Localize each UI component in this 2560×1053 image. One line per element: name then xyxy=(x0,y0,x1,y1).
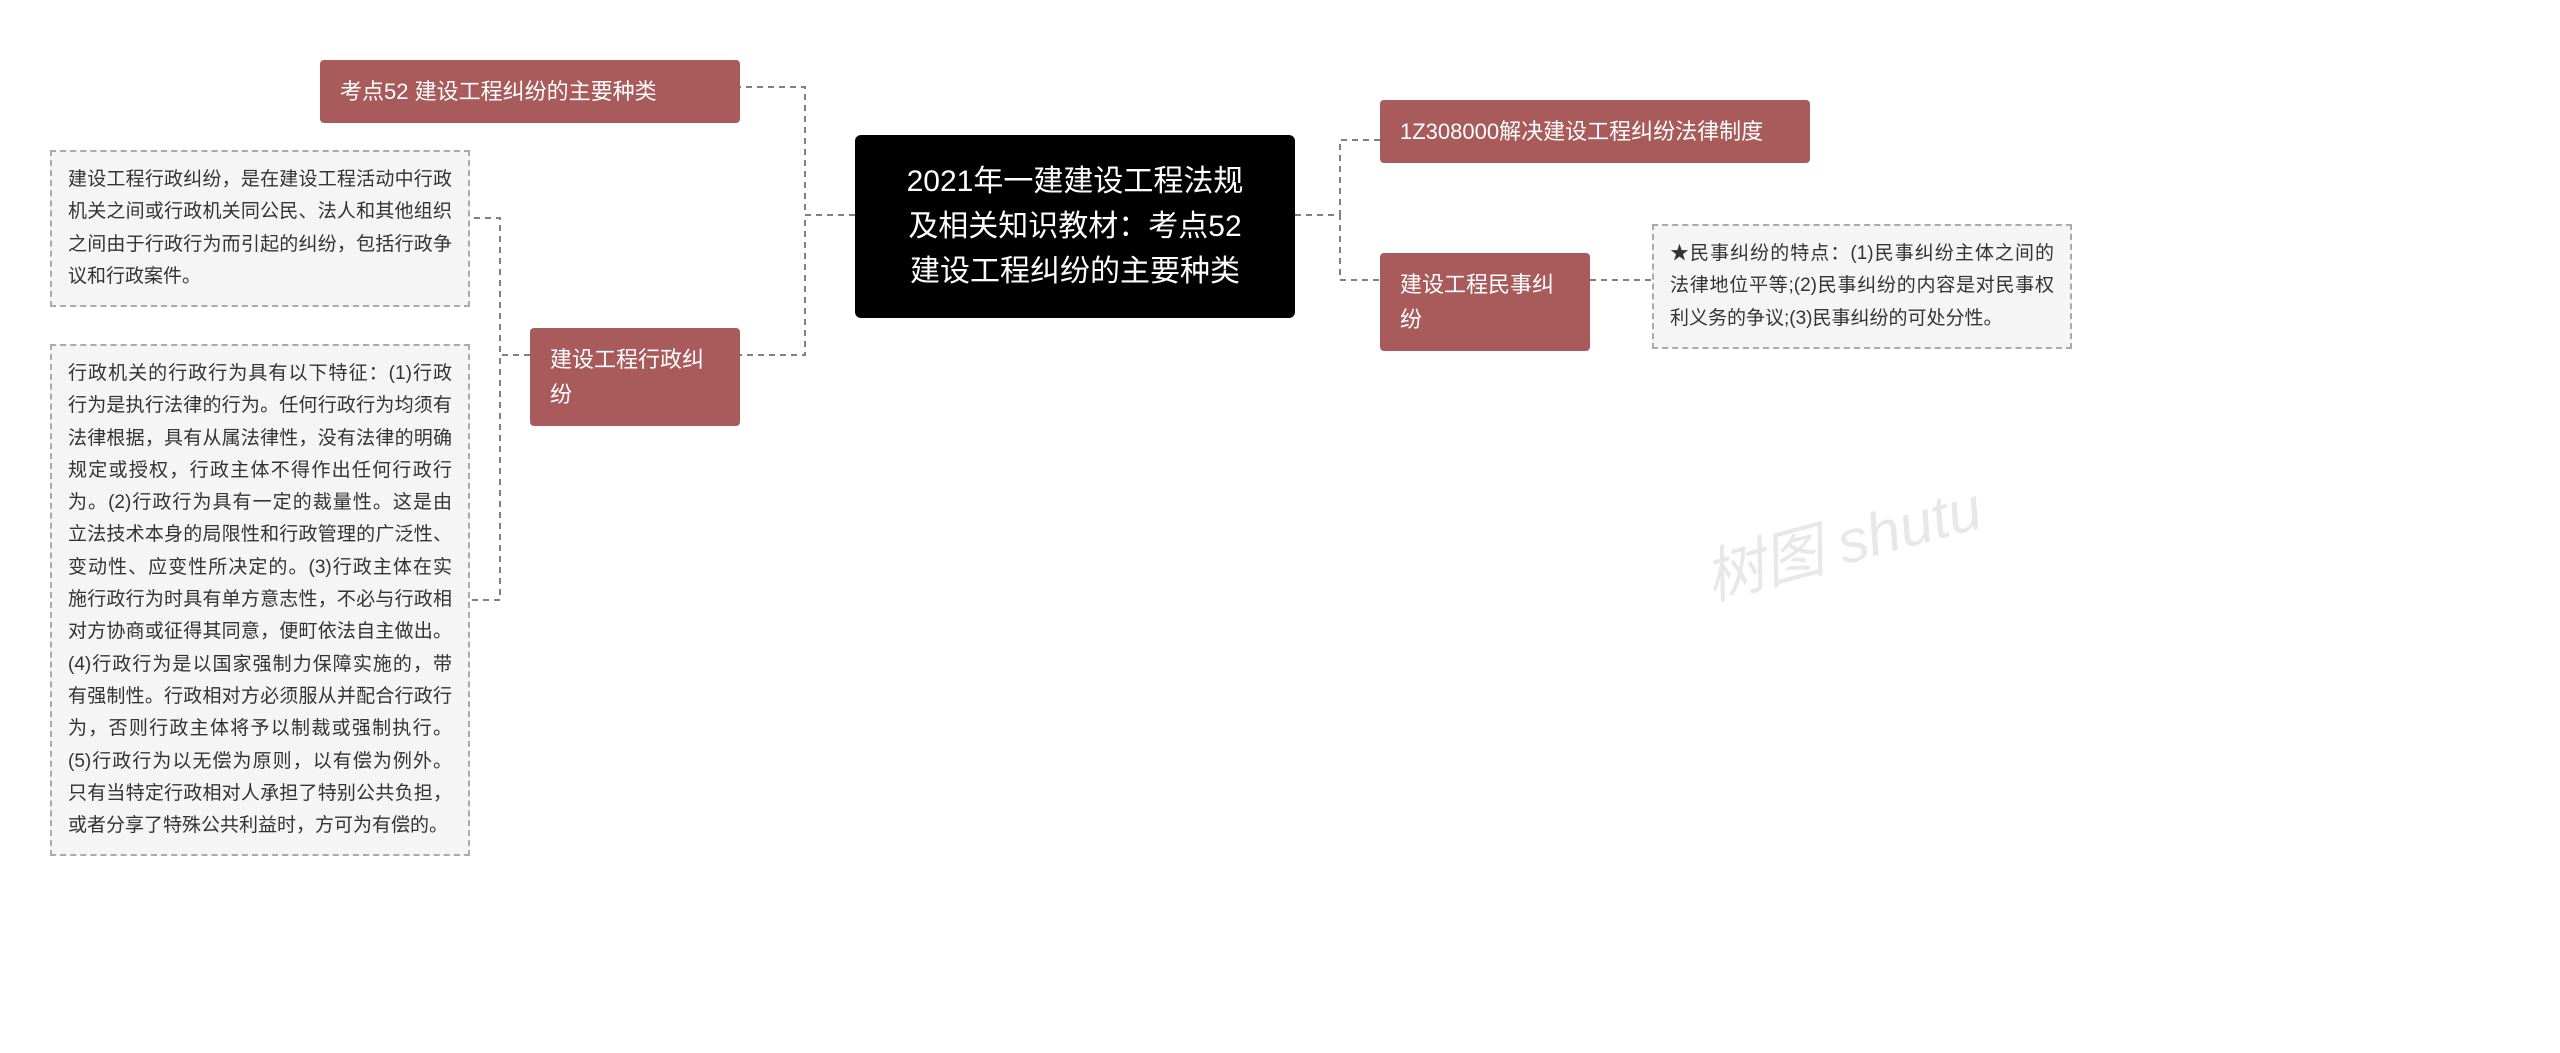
category-topic52: 考点52 建设工程纠纷的主要种类 xyxy=(320,60,740,123)
detail-civil-1: ★民事纠纷的特点：(1)民事纠纷主体之间的法律地位平等;(2)民事纠纷的内容是对… xyxy=(1652,224,2072,349)
category-civil-dispute-label: 建设工程民事纠纷 xyxy=(1400,272,1554,332)
detail-admin-2-text: 行政机关的行政行为具有以下特征：(1)行政行为是执行法律的行为。任何行政行为均须… xyxy=(68,363,452,836)
detail-civil-1-text: ★民事纠纷的特点：(1)民事纠纷主体之间的法律地位平等;(2)民事纠纷的内容是对… xyxy=(1670,243,2054,329)
category-civil-dispute: 建设工程民事纠纷 xyxy=(1380,253,1590,351)
category-admin-dispute-label: 建设工程行政纠纷 xyxy=(550,347,704,407)
detail-admin-1: 建设工程行政纠纷，是在建设工程活动中行政机关之间或行政机关同公民、法人和其他组织… xyxy=(50,150,470,307)
center-text: 2021年一建建设工程法规 及相关知识教材：考点52 建设工程纠纷的主要种类 xyxy=(907,165,1244,288)
detail-admin-1-text: 建设工程行政纠纷，是在建设工程活动中行政机关之间或行政机关同公民、法人和其他组织… xyxy=(68,169,452,287)
detail-admin-2: 行政机关的行政行为具有以下特征：(1)行政行为是执行法律的行为。任何行政行为均须… xyxy=(50,344,470,856)
category-legal-system-label: 1Z308000解决建设工程纠纷法律制度 xyxy=(1400,119,1763,144)
watermark-3: 树图 shutu xyxy=(1694,460,1990,617)
category-admin-dispute: 建设工程行政纠纷 xyxy=(530,328,740,426)
center-node: 2021年一建建设工程法规 及相关知识教材：考点52 建设工程纠纷的主要种类 xyxy=(855,135,1295,318)
category-legal-system: 1Z308000解决建设工程纠纷法律制度 xyxy=(1380,100,1810,163)
category-topic52-label: 考点52 建设工程纠纷的主要种类 xyxy=(340,79,657,104)
